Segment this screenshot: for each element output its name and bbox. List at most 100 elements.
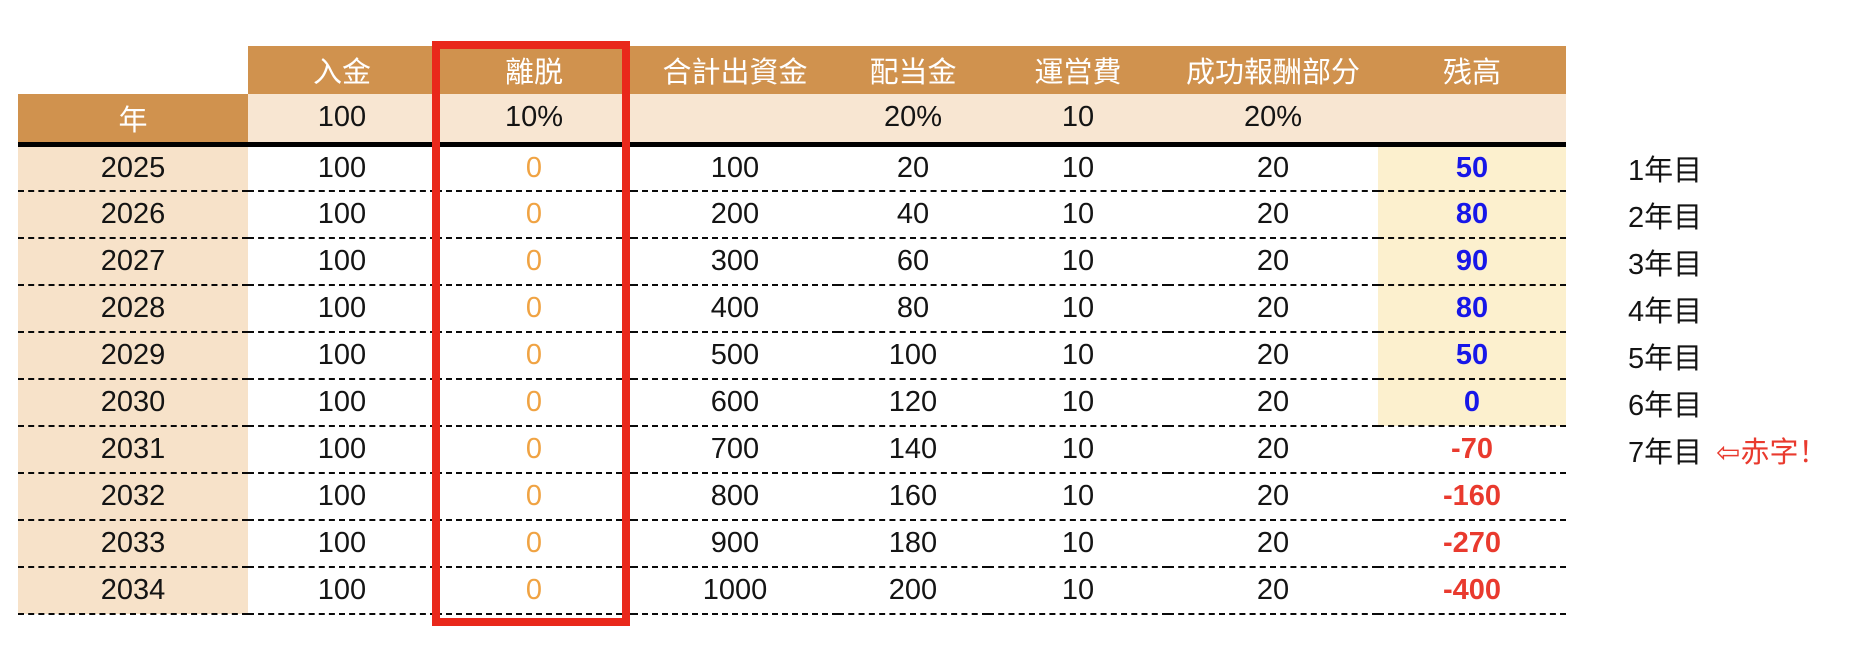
cell-total-invested: 800	[632, 473, 838, 521]
cell-deposit: 100	[248, 473, 436, 521]
param-dividend-rate: 20%	[838, 94, 988, 147]
cell-dividend: 80	[838, 285, 988, 333]
cell-balance: -400	[1378, 567, 1566, 615]
cell-balance: 50	[1378, 332, 1566, 380]
cell-exit: 0	[436, 379, 632, 427]
cell-exit: 0	[436, 285, 632, 333]
table-body: 2025 100 0 100 20 10 20 50 1年目 2026 100 …	[18, 144, 1852, 615]
cell-balance: -160	[1378, 473, 1566, 521]
cell-success-fee: 20	[1168, 473, 1378, 521]
cell-deposit: 100	[248, 520, 436, 568]
table-row: 2025 100 0 100 20 10 20 50 1年目	[18, 144, 1852, 192]
table-row: 2034 100 0 1000 200 10 20 -400	[18, 567, 1852, 615]
notes-param-blank	[1566, 94, 1852, 144]
notes-cell	[1566, 520, 1852, 567]
row-header-year: 年	[18, 94, 248, 147]
param-deposit: 100	[248, 94, 436, 147]
column-header-balance: 残高	[1378, 46, 1566, 94]
cell-year: 2032	[18, 473, 248, 521]
notes-cell: 4年目	[1566, 285, 1852, 332]
cell-balance: 80	[1378, 191, 1566, 239]
year-note: 3年目	[1628, 248, 1703, 281]
cell-deposit: 100	[248, 238, 436, 286]
cell-total-invested: 1000	[632, 567, 838, 615]
notes-cell: 3年目	[1566, 238, 1852, 285]
corner-blank-cell	[18, 46, 248, 94]
cell-operating-cost: 10	[988, 238, 1168, 286]
param-success-fee-rate: 20%	[1168, 94, 1378, 147]
cell-year: 2030	[18, 379, 248, 427]
param-total-invested	[632, 94, 838, 147]
cell-balance: 80	[1378, 285, 1566, 333]
table-row: 2033 100 0 900 180 10 20 -270	[18, 520, 1852, 568]
cell-success-fee: 20	[1168, 238, 1378, 286]
param-operating-cost: 10	[988, 94, 1168, 147]
cell-year: 2031	[18, 426, 248, 474]
cell-dividend: 140	[838, 426, 988, 474]
cell-balance: 0	[1378, 379, 1566, 427]
cell-operating-cost: 10	[988, 332, 1168, 380]
cell-exit: 0	[436, 567, 632, 615]
notes-cell: 5年目	[1566, 332, 1852, 379]
table-row: 2026 100 0 200 40 10 20 80 2年目	[18, 191, 1852, 239]
cell-success-fee: 20	[1168, 379, 1378, 427]
param-exit-rate: 10%	[436, 94, 632, 147]
cell-operating-cost: 10	[988, 379, 1168, 427]
param-balance-blank	[1378, 94, 1566, 147]
notes-cell	[1566, 473, 1852, 520]
cell-exit: 0	[436, 473, 632, 521]
cell-year: 2029	[18, 332, 248, 380]
cell-deposit: 100	[248, 379, 436, 427]
notes-header-blank	[1566, 46, 1852, 94]
header-row-parameters: 年 100 10% 20% 10 20%	[18, 94, 1852, 147]
cell-balance: 90	[1378, 238, 1566, 286]
cell-deposit: 100	[248, 567, 436, 615]
cell-exit: 0	[436, 332, 632, 380]
cell-dividend: 120	[838, 379, 988, 427]
cell-dividend: 180	[838, 520, 988, 568]
cell-deposit: 100	[248, 191, 436, 239]
year-note: 4年目	[1628, 295, 1703, 328]
cell-exit: 0	[436, 426, 632, 474]
header-row-labels: 入金 離脱 合計出資金 配当金 運営費 成功報酬部分 残高	[18, 46, 1852, 94]
cell-success-fee: 20	[1168, 144, 1378, 192]
cell-success-fee: 20	[1168, 520, 1378, 568]
cell-success-fee: 20	[1168, 567, 1378, 615]
column-header-total-invested: 合計出資金	[632, 46, 838, 94]
column-header-deposit: 入金	[248, 46, 436, 94]
cell-dividend: 20	[838, 144, 988, 192]
year-note: 1年目	[1628, 154, 1703, 187]
year-note: 5年目	[1628, 342, 1703, 375]
cell-success-fee: 20	[1168, 191, 1378, 239]
cell-total-invested: 500	[632, 332, 838, 380]
cell-operating-cost: 10	[988, 473, 1168, 521]
notes-cell: 6年目	[1566, 379, 1852, 426]
cell-total-invested: 400	[632, 285, 838, 333]
cell-dividend: 60	[838, 238, 988, 286]
cell-total-invested: 600	[632, 379, 838, 427]
cell-deposit: 100	[248, 285, 436, 333]
cell-year: 2025	[18, 144, 248, 192]
cell-year: 2028	[18, 285, 248, 333]
cell-operating-cost: 10	[988, 144, 1168, 192]
deficit-note: ⇦赤字！	[1716, 436, 1828, 469]
cell-year: 2026	[18, 191, 248, 239]
cell-exit: 0	[436, 520, 632, 568]
cell-dividend: 100	[838, 332, 988, 380]
cell-dividend: 40	[838, 191, 988, 239]
cell-balance: 50	[1378, 144, 1566, 192]
notes-cell: 1年目	[1566, 144, 1852, 191]
cell-success-fee: 20	[1168, 285, 1378, 333]
cell-total-invested: 700	[632, 426, 838, 474]
cell-operating-cost: 10	[988, 567, 1168, 615]
table-row: 2030 100 0 600 120 10 20 0 6年目	[18, 379, 1852, 427]
table-row: 2029 100 0 500 100 10 20 50 5年目	[18, 332, 1852, 380]
cell-success-fee: 20	[1168, 332, 1378, 380]
cell-dividend: 200	[838, 567, 988, 615]
cell-success-fee: 20	[1168, 426, 1378, 474]
table-row: 2028 100 0 400 80 10 20 80 4年目	[18, 285, 1852, 333]
cell-total-invested: 900	[632, 520, 838, 568]
cell-total-invested: 100	[632, 144, 838, 192]
cell-year: 2033	[18, 520, 248, 568]
cell-dividend: 160	[838, 473, 988, 521]
